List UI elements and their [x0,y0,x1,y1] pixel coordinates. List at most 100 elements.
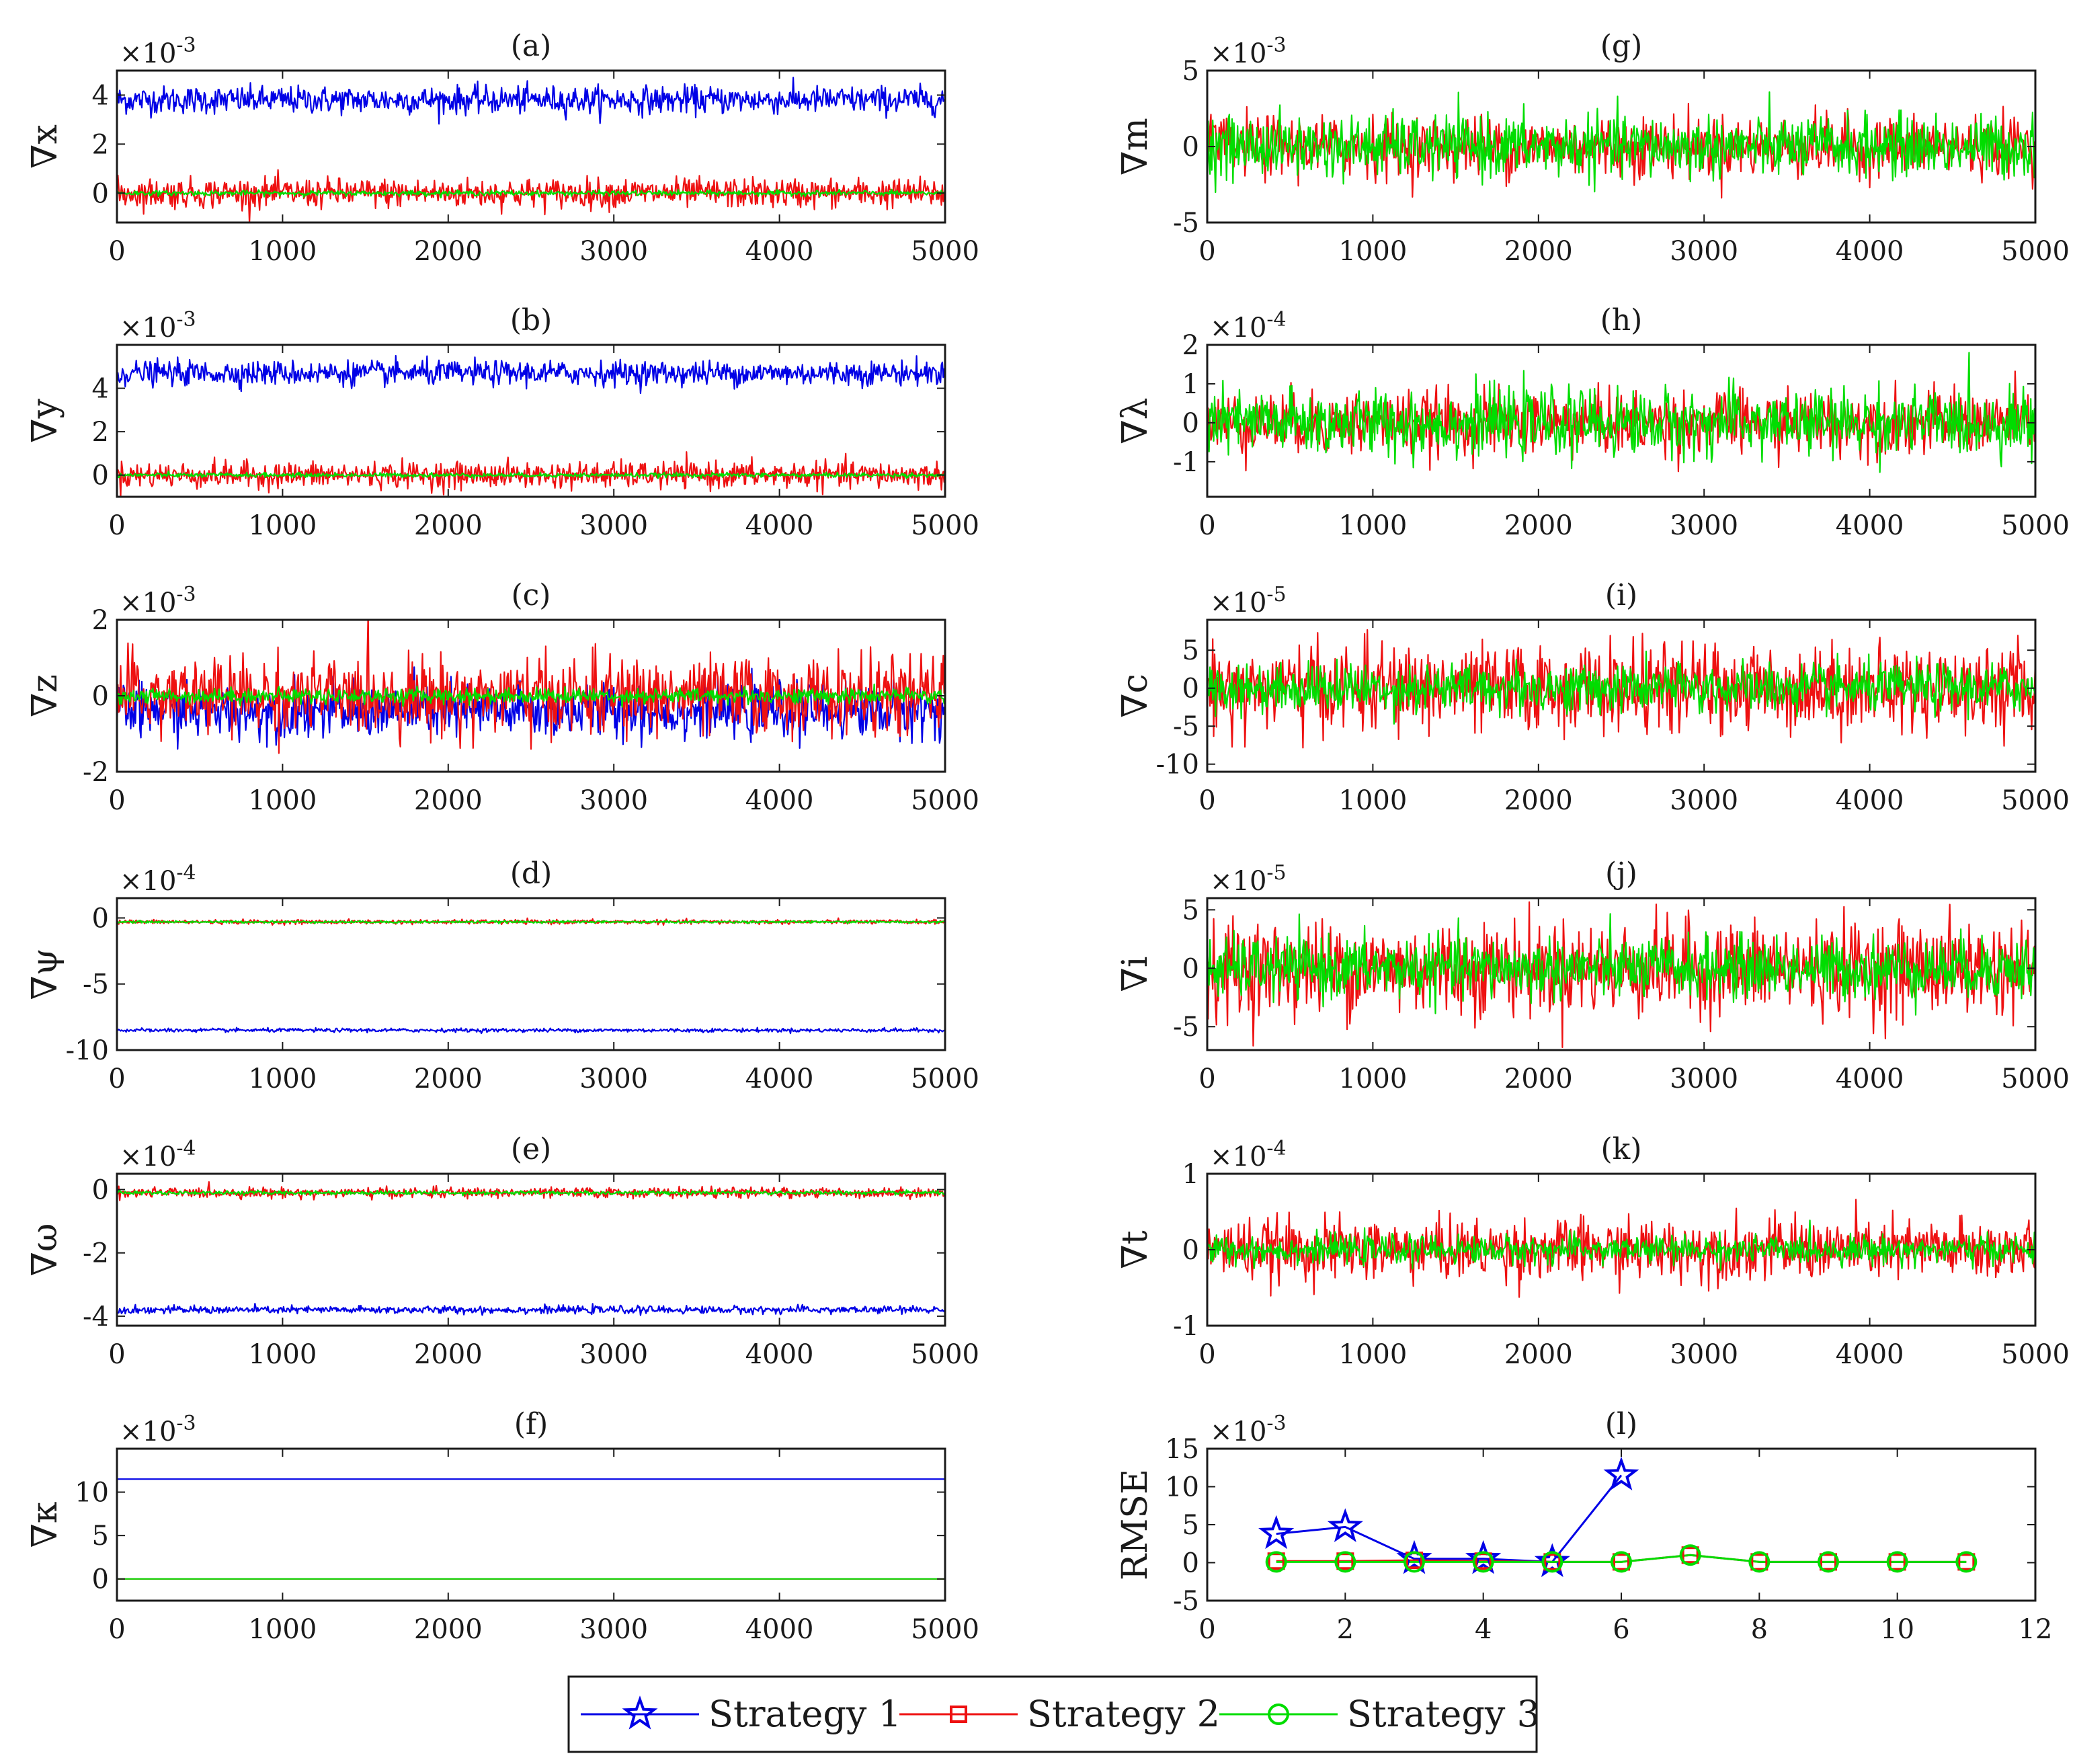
panel-d: (d) ×10-4 ∇ψ 0 1000 2000 3000 4000 5000 0 -5 -10 [25,856,979,1094]
y-tick-label: 0 [1182,132,1199,163]
x-tick-label: 3000 [579,1614,648,1645]
x-tick-label: 2000 [1504,1064,1573,1094]
data-point-strategy3 [1334,1551,1356,1573]
series-line-strategy2 [1276,1554,1967,1563]
x-tick-label: 0 [1198,785,1215,816]
x-tick-label: 5000 [2001,236,2070,267]
x-tick-label: 1000 [249,236,317,267]
data-point-strategy2 [1681,1546,1699,1564]
exponent-label: ×10-3 [120,1412,196,1447]
y-tick-label: -2 [83,1238,109,1269]
x-tick-label: 1000 [249,1064,317,1094]
y-tick-label: 0 [92,178,109,209]
x-tick-label: 4000 [745,510,814,541]
x-tick-label: 3000 [1670,1339,1738,1370]
axes-frame [116,69,946,224]
axes-frame [116,344,946,498]
panel-title: (i) [1605,578,1637,612]
x-tick-label: 0 [108,1614,125,1645]
x-tick-label: 0 [1198,1614,1215,1645]
series-line-strategy2 [1207,102,2035,199]
x-tick-label: 4000 [745,1614,814,1645]
panel-e: (e) ×10-4 ∇ω 0 1000 2000 3000 4000 5000 0 -2 -4 [25,1132,979,1370]
y-tick-label: 5 [1182,635,1199,666]
y-axis-label: ∇c [1115,674,1155,717]
x-tick-label: 4000 [1836,510,1904,541]
y-tick-label: 10 [75,1478,109,1509]
exponent-label: ×10-5 [1210,861,1287,897]
data-point-strategy2 [1750,1553,1768,1571]
y-tick-label: -5 [1173,1586,1199,1617]
y-axis-label: ∇κ [25,1502,65,1548]
x-tick-label: 8 [1751,1614,1768,1645]
x-tick-label: 4000 [745,785,814,816]
data-point-strategy3 [1955,1551,1978,1573]
plot-area [117,355,945,497]
data-point-strategy3 [1472,1551,1494,1573]
y-tick-label: 0 [1182,1235,1199,1266]
x-tick-label: 1000 [249,1614,317,1645]
x-tick-label: 2000 [414,1064,483,1094]
y-tick-label: 0 [92,460,109,491]
y-tick-label: 2 [92,129,109,160]
x-tick-label: 5000 [911,1614,979,1645]
x-tick-label: 4000 [745,236,814,267]
x-tick-label: 1000 [1339,785,1408,816]
y-tick-label: 0 [1182,674,1199,705]
x-tick-label: 4000 [1836,1064,1904,1094]
plot-area [117,1478,945,1580]
y-tick-label: -5 [1173,208,1199,239]
data-point-strategy3 [1886,1551,1908,1573]
exponent-label: ×10-3 [1210,34,1287,69]
exponent-label: ×10-5 [1210,583,1287,618]
y-tick-label: 15 [1165,1434,1199,1465]
y-tick-label: -1 [1173,1311,1199,1342]
x-tick-label: 5000 [911,1339,979,1370]
series-line-strategy2 [1207,1199,2035,1298]
data-point-strategy1 [1258,1515,1295,1550]
axes-frame [1206,1447,2037,1602]
x-tick-label: 3000 [1670,236,1738,267]
y-axis-label: ∇t [1115,1230,1155,1269]
series-line-strategy3 [117,470,945,479]
y-tick-label: -5 [1173,1012,1199,1043]
y-tick-label: 1 [1182,1159,1199,1190]
data-point-strategy2 [1888,1553,1906,1571]
plot-area [1207,1199,2035,1298]
x-tick-label: 1000 [1339,1339,1408,1370]
data-point-strategy3 [1403,1551,1425,1573]
series-line-strategy3 [1207,650,2035,725]
y-tick-label: 4 [92,80,109,111]
panel-title: (g) [1600,29,1643,63]
panel-title: (e) [511,1132,551,1166]
x-tick-label: 3000 [1670,510,1738,541]
plot-area [117,620,945,754]
x-tick-label: 2000 [1504,1339,1573,1370]
x-tick-label: 0 [108,785,125,816]
series-line-strategy1 [1276,1474,1623,1563]
y-tick-label: -5 [83,969,109,1000]
x-tick-label: 0 [108,510,125,541]
legend-box [567,1675,1538,1753]
x-tick-label: 1000 [249,510,317,541]
y-axis-label: ∇i [1115,957,1155,992]
x-tick-label: 5000 [911,785,979,816]
x-tick-label: 6 [1613,1614,1629,1645]
axes-frame [1206,897,2037,1051]
x-tick-label: 0 [108,1064,125,1094]
x-tick-label: 2000 [414,1339,483,1370]
x-tick-label: 5000 [911,1064,979,1094]
panel-title: (l) [1605,1407,1637,1441]
series-line-strategy1 [117,355,945,395]
plot-area [117,917,945,1035]
x-tick-label: 1000 [1339,510,1408,541]
plot-area [1207,91,2035,199]
x-tick-label: 4000 [1836,785,1904,816]
y-tick-label: 5 [92,1521,109,1552]
x-tick-label: 2000 [1504,785,1573,816]
series-line-strategy3 [1276,1554,1967,1563]
data-point-strategy2 [1613,1553,1630,1571]
